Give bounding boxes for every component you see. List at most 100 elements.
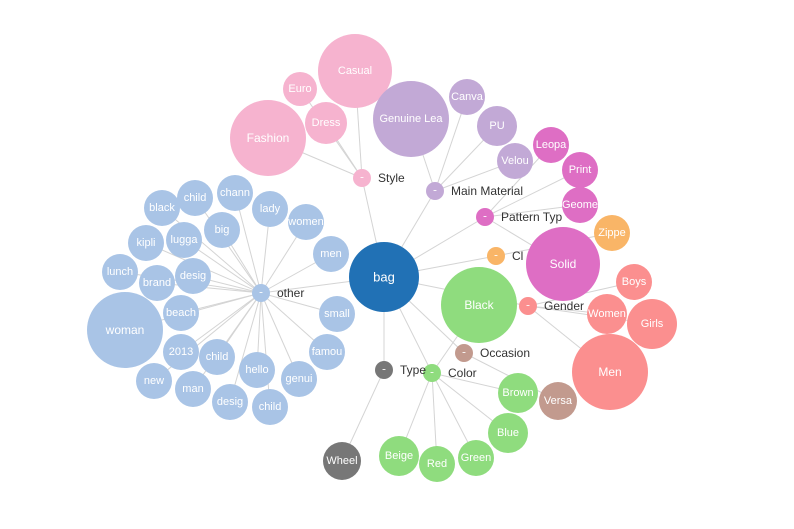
node-color-blue[interactable]: Blue	[488, 413, 528, 453]
node-color-black-circle[interactable]	[441, 267, 517, 343]
node-material-canvas[interactable]: Canva	[449, 79, 485, 115]
category-style-circle[interactable]	[353, 169, 371, 187]
node-material-genuine-leath[interactable]: Genuine Lea	[373, 81, 449, 157]
node-color-green[interactable]: Green	[458, 440, 494, 476]
node-other-men[interactable]: men	[313, 236, 349, 272]
node-pattern-solid-circle[interactable]	[526, 227, 600, 301]
node-other-genuin-circle[interactable]	[281, 361, 317, 397]
node-other-design[interactable]: desig	[212, 384, 248, 420]
node-occasion-versat-circle[interactable]	[539, 382, 577, 420]
node-other-new[interactable]: new	[136, 363, 172, 399]
category-type-circle[interactable]	[375, 361, 393, 379]
node-style-dress-circle[interactable]	[305, 102, 347, 144]
node-other-child-circle[interactable]	[252, 389, 288, 425]
node-color-red-circle[interactable]	[419, 446, 455, 482]
node-pattern-geomet-circle[interactable]	[562, 187, 598, 223]
node-other-hello-circle[interactable]	[239, 352, 275, 388]
node-material-velour[interactable]: Velou	[497, 143, 533, 179]
category-closure[interactable]: - Cl	[487, 247, 523, 265]
node-other-2013-circle[interactable]	[163, 334, 199, 370]
category-color[interactable]: - Color	[423, 364, 477, 382]
node-other-new-circle[interactable]	[136, 363, 172, 399]
category-gender[interactable]: - Gender	[519, 297, 584, 315]
node-style-dress[interactable]: Dress	[305, 102, 347, 144]
category-material[interactable]: - Main Material	[426, 182, 523, 200]
node-other-woman-circle[interactable]	[87, 292, 163, 368]
node-color-black[interactable]: Black	[441, 267, 517, 343]
node-closure-zipper[interactable]: Zippe	[594, 215, 630, 251]
category-color-circle[interactable]	[423, 364, 441, 382]
node-other-child[interactable]: child	[199, 339, 235, 375]
node-style-europ-circle[interactable]	[283, 72, 317, 106]
node-other-kiplin-circle[interactable]	[128, 225, 164, 261]
node-other-lady-circle[interactable]	[252, 191, 288, 227]
node-style-fashion-circle[interactable]	[230, 100, 306, 176]
node-pattern-print-circle[interactable]	[562, 152, 598, 188]
node-other-man[interactable]: man	[175, 371, 211, 407]
node-other-child[interactable]: child	[177, 180, 213, 216]
node-other-woman[interactable]: woman	[87, 292, 163, 368]
node-other-design-circle[interactable]	[212, 384, 248, 420]
node-color-beige-circle[interactable]	[379, 436, 419, 476]
node-material-pu[interactable]: PU	[477, 106, 517, 146]
node-color-blue-circle[interactable]	[488, 413, 528, 453]
category-material-circle[interactable]	[426, 182, 444, 200]
root-node-bag[interactable]: bag	[349, 242, 419, 312]
node-other-lunch-circle[interactable]	[102, 254, 138, 290]
node-material-genuine-leath-circle[interactable]	[373, 81, 449, 157]
node-style-casual-circle[interactable]	[318, 34, 392, 108]
node-other-beach-circle[interactable]	[163, 295, 199, 331]
category-closure-circle[interactable]	[487, 247, 505, 265]
category-occasion[interactable]: - Occasion	[455, 344, 530, 362]
node-gender-women[interactable]: Women	[587, 294, 627, 334]
node-pattern-leopar-circle[interactable]	[533, 127, 569, 163]
node-other-luggag-circle[interactable]	[166, 222, 202, 258]
root-node-bag-circle[interactable]	[349, 242, 419, 312]
node-other-men-circle[interactable]	[313, 236, 349, 272]
node-pattern-leopar[interactable]: Leopa	[533, 127, 569, 163]
node-pattern-print[interactable]: Print	[562, 152, 598, 188]
node-other-channe[interactable]: chann	[217, 175, 253, 211]
node-gender-girls-circle[interactable]	[627, 299, 677, 349]
node-color-beige[interactable]: Beige	[379, 436, 419, 476]
node-other-kiplin[interactable]: kipli	[128, 225, 164, 261]
node-other-big[interactable]: big	[204, 212, 240, 248]
node-gender-women-circle[interactable]	[587, 294, 627, 334]
node-other-2013[interactable]: 2013	[163, 334, 199, 370]
node-other-desigu-circle[interactable]	[175, 258, 211, 294]
node-color-brown[interactable]: Brown	[498, 373, 538, 413]
node-occasion-versat[interactable]: Versa	[539, 382, 577, 420]
node-other-big-circle[interactable]	[204, 212, 240, 248]
category-type[interactable]: - Type	[375, 361, 426, 379]
node-other-famous-circle[interactable]	[309, 334, 345, 370]
node-other-women-circle[interactable]	[288, 204, 324, 240]
category-occasion-circle[interactable]	[455, 344, 473, 362]
node-gender-men-circle[interactable]	[572, 334, 648, 410]
category-gender-circle[interactable]	[519, 297, 537, 315]
node-pattern-solid[interactable]: Solid	[526, 227, 600, 301]
node-other-channe-circle[interactable]	[217, 175, 253, 211]
node-other-black[interactable]: black	[144, 190, 180, 226]
node-other-brand[interactable]: brand	[139, 265, 175, 301]
node-other-genuin[interactable]: genui	[281, 361, 317, 397]
node-other-black-circle[interactable]	[144, 190, 180, 226]
node-color-red[interactable]: Red	[419, 446, 455, 482]
node-other-women[interactable]: women	[287, 204, 324, 240]
node-pattern-geomet[interactable]: Geome	[562, 187, 598, 223]
category-pattern[interactable]: - Pattern Typ	[476, 208, 562, 226]
node-material-canvas-circle[interactable]	[449, 79, 485, 115]
node-other-hello[interactable]: hello	[239, 352, 275, 388]
node-other-beach[interactable]: beach	[163, 295, 199, 331]
node-gender-men[interactable]: Men	[572, 334, 648, 410]
node-other-child-circle[interactable]	[199, 339, 235, 375]
node-gender-girls[interactable]: Girls	[627, 299, 677, 349]
category-other[interactable]: - other	[252, 284, 304, 302]
node-other-man-circle[interactable]	[175, 371, 211, 407]
node-other-famous[interactable]: famou	[309, 334, 345, 370]
node-other-luggag[interactable]: lugga	[166, 222, 202, 258]
node-type-wheele[interactable]: Wheel	[323, 442, 361, 480]
node-other-lunch[interactable]: lunch	[102, 254, 138, 290]
node-gender-boys-circle[interactable]	[616, 264, 652, 300]
node-other-small-circle[interactable]	[319, 296, 355, 332]
node-other-lady[interactable]: lady	[252, 191, 288, 227]
